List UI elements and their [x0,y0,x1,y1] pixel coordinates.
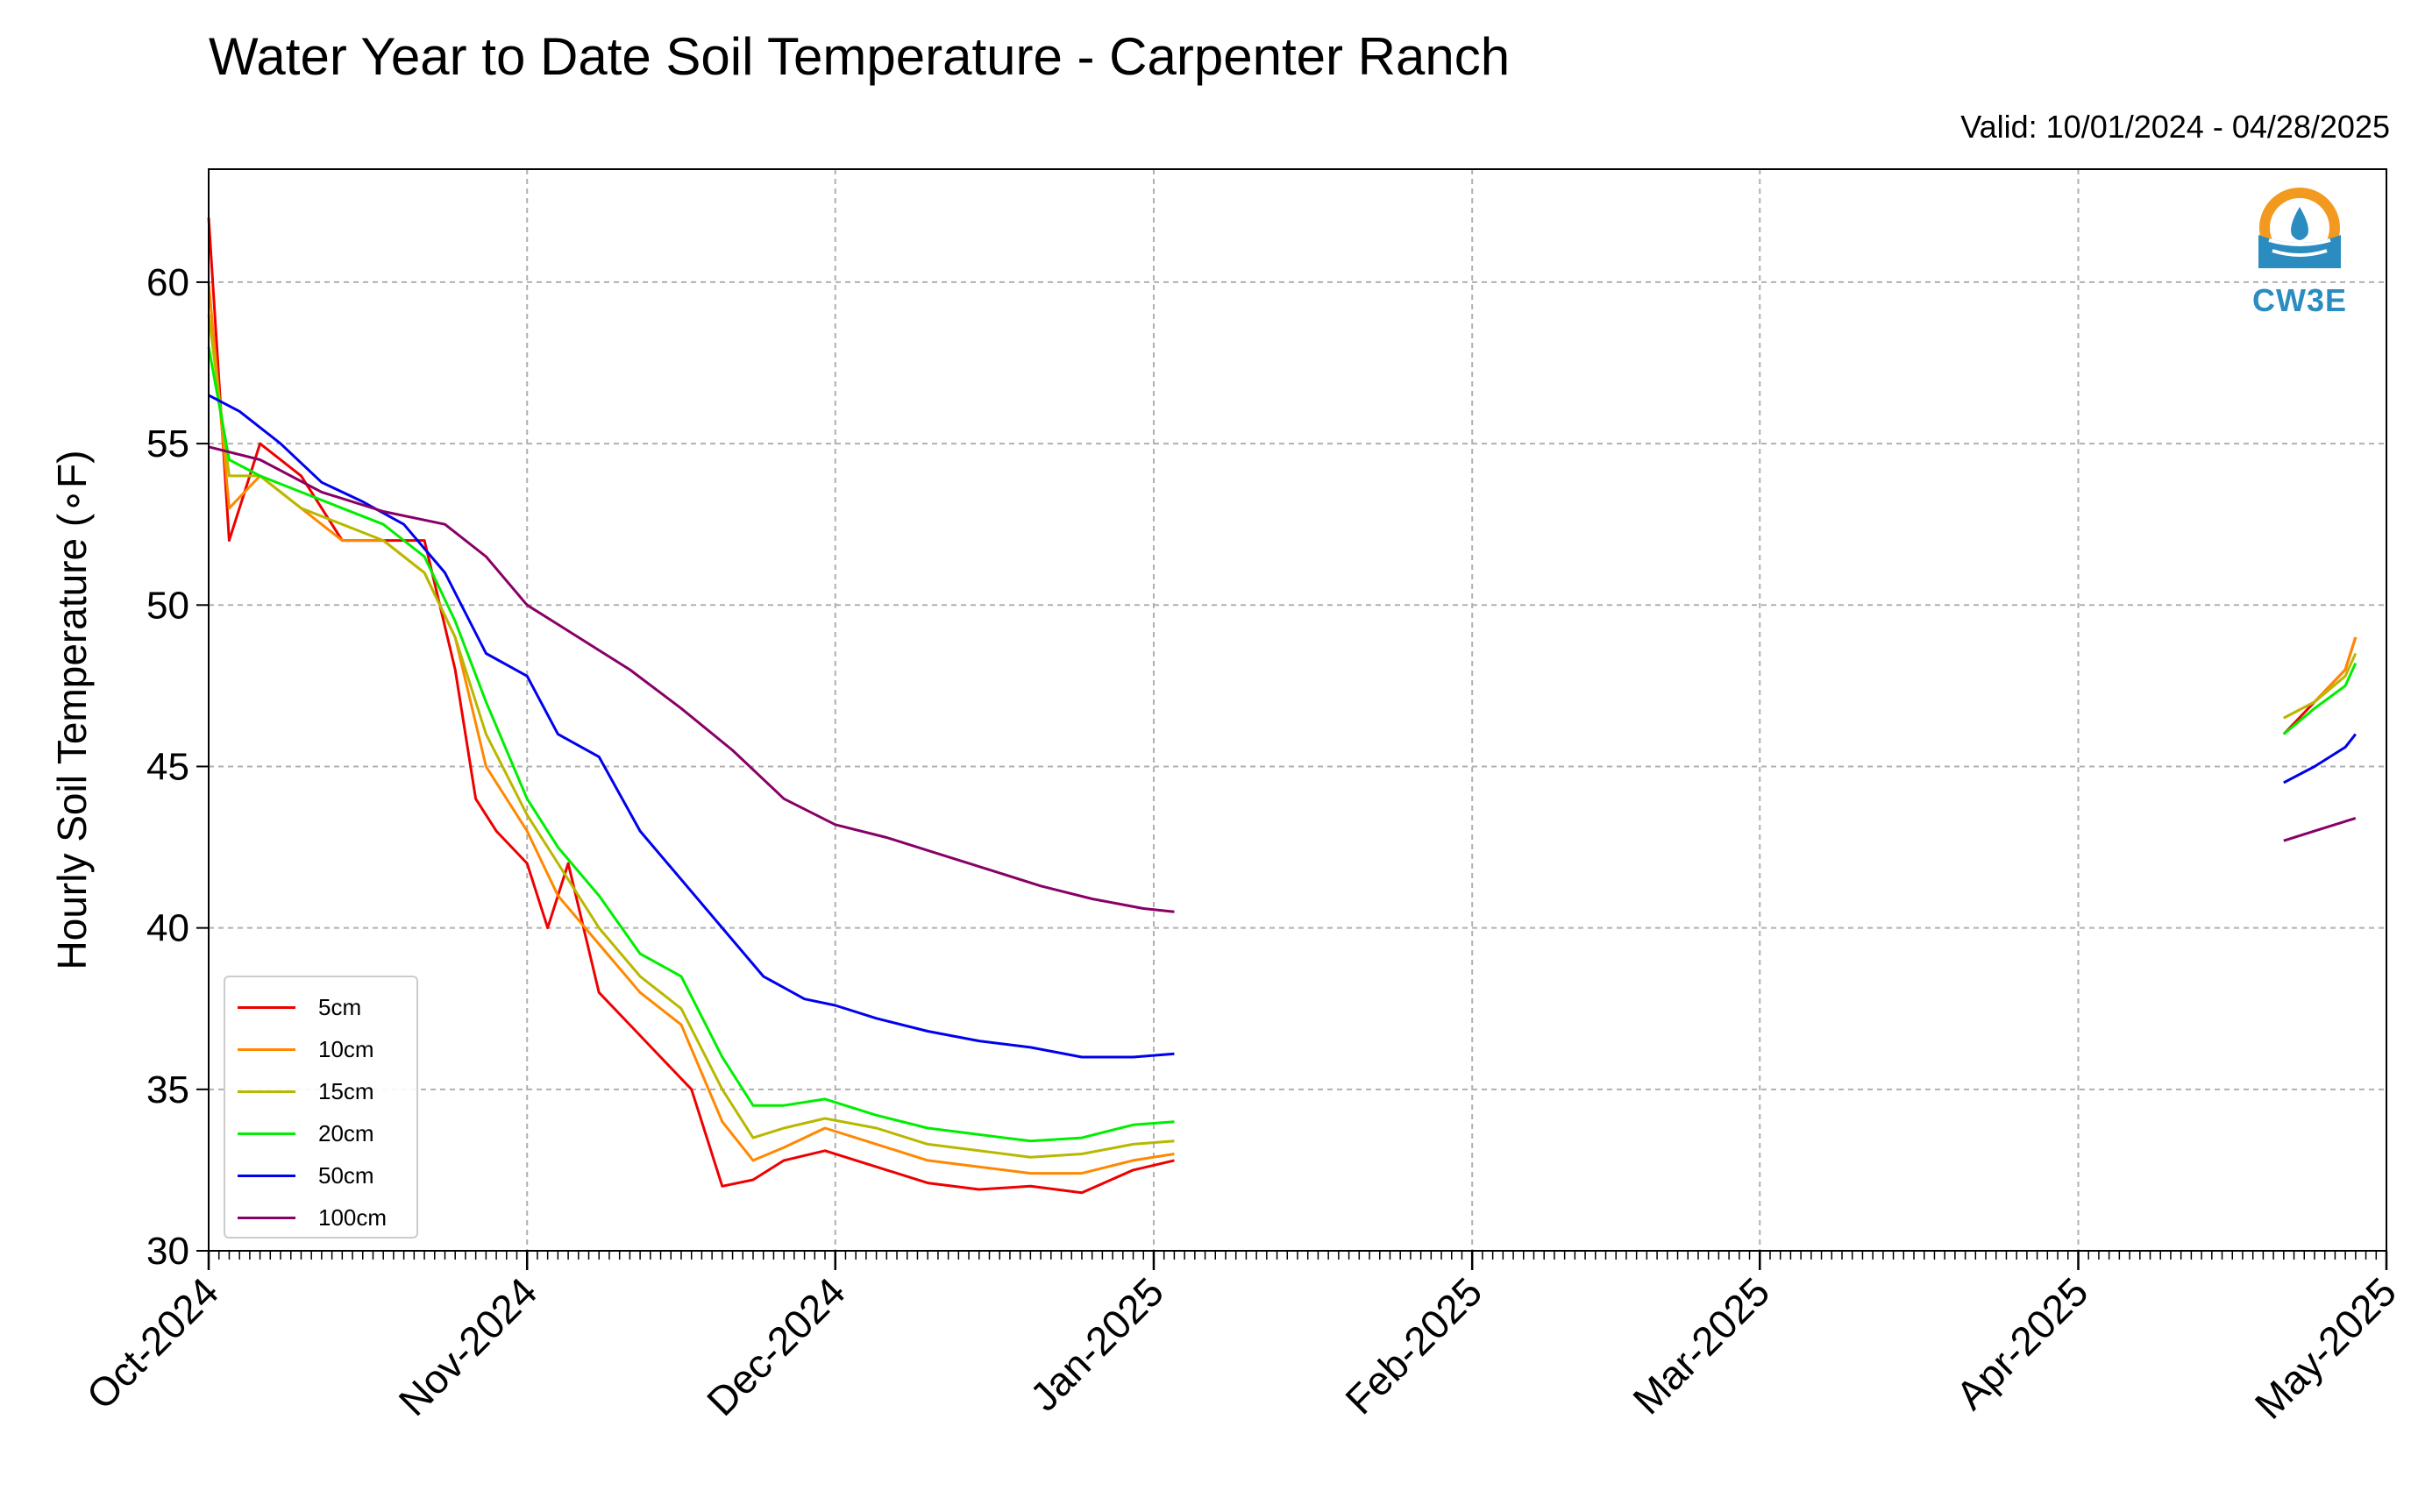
legend-label: 20cm [318,1119,374,1146]
cw3e-logo-icon [2258,188,2341,268]
logo-text: CW3E [2251,282,2347,318]
y-tick-label: 40 [146,907,189,950]
series-line-20cm-late [2282,662,2358,735]
legend-swatch [238,1005,295,1009]
legend-item: 15cm [238,1074,374,1109]
grid-lines [208,169,2387,1252]
legend-item: 50cm [238,1158,374,1193]
y-tick-label: 50 [146,584,189,627]
x-tick-label: Oct-2024 [78,1268,228,1418]
y-tick-label: 60 [146,261,189,304]
legend-label: 5cm [318,993,362,1020]
series-line-100cm-late [2283,816,2357,842]
series-line-15cm [207,314,1175,1159]
x-tick-label: May-2025 [2246,1268,2405,1427]
series-line-15cm-late [2283,652,2358,720]
legend-swatch [238,1174,295,1177]
legend-item: 100cm [238,1200,387,1235]
legend-swatch [238,1132,295,1135]
legend-item: 10cm [238,1032,374,1067]
legend-label: 50cm [318,1161,374,1189]
legend-swatch [238,1216,295,1219]
y-tick-label: 30 [146,1230,189,1273]
axis-ticks [196,280,2388,1270]
series-line-50cm [208,394,1175,1059]
x-tick-label: Apr-2025 [1947,1268,2097,1418]
y-tick-label: 45 [146,745,189,788]
series-line-50cm-late [2283,733,2357,784]
plot-frame [208,168,2387,1252]
legend-label: 15cm [318,1077,374,1104]
y-tick-label: 35 [146,1068,189,1111]
y-tick-label: 55 [146,422,189,465]
x-tick-label: Feb-2025 [1336,1268,1490,1423]
series-line-20cm [207,346,1175,1143]
legend: 5cm 10cm 15cm 20cm 50cm 100cm [224,976,418,1239]
series-group [207,217,2358,1195]
y-tick-labels: 30 35 40 45 50 55 60 [146,261,189,1273]
x-tick-label: Mar-2025 [1624,1268,1778,1423]
x-tick-labels: Oct-2024 Nov-2024 Dec-2024 Jan-2025 Feb-2025… [78,1268,2406,1427]
legend-label: 100cm [318,1203,388,1231]
x-tick-label: Jan-2025 [1021,1268,1172,1419]
x-tick-label: Nov-2024 [389,1268,545,1424]
legend-swatch [238,1090,295,1093]
series-line-10cm [207,281,1175,1175]
valid-date-range: Valid: 10/01/2024 - 04/28/2025 [1960,109,2390,145]
legend-label: 10cm [318,1035,374,1062]
legend-swatch [238,1047,295,1051]
y-axis-label: Hourly Soil Temperature (∘F) [49,451,95,970]
legend-item: 5cm [238,990,361,1025]
chart-title: Water Year to Date Soil Temperature - Ca… [209,27,1511,86]
series-line-100cm [208,445,1175,913]
x-tick-label: Dec-2024 [698,1268,854,1424]
legend-item: 20cm [238,1116,374,1151]
